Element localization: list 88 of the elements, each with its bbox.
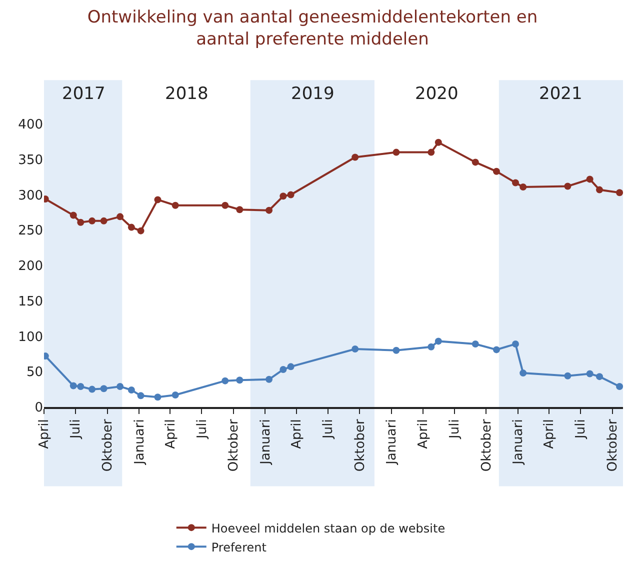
- point: [564, 372, 572, 380]
- point: [236, 376, 244, 384]
- point: [280, 366, 287, 373]
- x-tick-label: April: [37, 419, 52, 449]
- point: [616, 382, 623, 390]
- x-tick-label: April: [416, 419, 432, 449]
- x-tick-label: Oktober: [100, 418, 116, 472]
- point: [520, 183, 527, 190]
- legend-label: Preferent: [211, 540, 267, 554]
- point: [564, 182, 572, 190]
- x-tick-label: Juli: [321, 419, 336, 440]
- point: [596, 186, 603, 194]
- point: [70, 212, 77, 219]
- point: [616, 189, 623, 196]
- x-tick-label: Januari: [258, 419, 274, 466]
- chart-title: Ontwikkeling van aantal geneesmiddelentekorten en aantal preferente middelen: [87, 7, 538, 50]
- band-label: 2019: [291, 84, 334, 104]
- point: [88, 217, 96, 224]
- point: [472, 158, 479, 166]
- point: [70, 382, 77, 390]
- y-tick-label: 0: [34, 400, 43, 416]
- point: [222, 377, 229, 384]
- point: [154, 394, 162, 401]
- point: [392, 148, 400, 156]
- point: [586, 370, 594, 378]
- y-tick-label: 100: [18, 330, 43, 345]
- x-tick-label: Januari: [132, 419, 148, 466]
- point: [77, 382, 84, 390]
- point: [392, 346, 400, 354]
- x-tick-label: Januari: [384, 419, 400, 466]
- y-tick-label: 350: [18, 152, 43, 168]
- point: [222, 202, 229, 209]
- x-tick-label: Oktober: [606, 418, 621, 472]
- point: [154, 196, 162, 204]
- y-tick-label: 50: [26, 365, 43, 380]
- point: [100, 385, 108, 392]
- point: [266, 206, 273, 214]
- point: [77, 218, 84, 226]
- point: [352, 154, 359, 161]
- point: [172, 202, 179, 209]
- point: [520, 370, 527, 377]
- point: [137, 227, 144, 234]
- legend-label: Hoeveel middelen staan op de website: [211, 521, 446, 536]
- point: [280, 192, 287, 200]
- x-tick-label: Oktober: [226, 418, 242, 472]
- y-tick-label: 200: [18, 259, 43, 274]
- point: [428, 343, 435, 350]
- y-tick-label: 150: [18, 294, 43, 310]
- band-label: 2017: [62, 84, 106, 104]
- x-tick-label: Juli: [194, 419, 210, 440]
- text: 2018: [165, 84, 208, 104]
- point: [88, 386, 96, 393]
- point: [492, 346, 500, 354]
- point: [492, 168, 500, 175]
- x-tick-label: Juli: [68, 419, 84, 440]
- x-tick-label: April: [542, 419, 558, 449]
- point: [428, 148, 435, 156]
- point: [137, 392, 144, 400]
- text: 2020: [415, 84, 458, 104]
- band-label: 2021: [539, 84, 582, 104]
- x-tick-label: Juli: [574, 419, 589, 440]
- x-tick-label: Januari: [511, 419, 526, 466]
- point: [116, 382, 124, 390]
- point: [287, 363, 294, 370]
- y-tick-label: 250: [18, 224, 43, 239]
- point: [100, 217, 108, 224]
- x-tick-label: April: [290, 419, 305, 449]
- point: [512, 179, 519, 186]
- point: [434, 138, 442, 146]
- point: [352, 345, 359, 352]
- x-tick-label: Oktober: [479, 418, 494, 472]
- y-tick-label: 300: [18, 188, 43, 204]
- y-tick-label: 400: [18, 118, 43, 133]
- point: [116, 213, 124, 220]
- point: [236, 206, 244, 214]
- point: [512, 340, 519, 348]
- point: [128, 224, 135, 231]
- point: [128, 386, 135, 394]
- x-tick-label: Oktober: [352, 418, 368, 472]
- point: [434, 338, 442, 345]
- point: [287, 191, 294, 198]
- point: [172, 391, 179, 398]
- point: [266, 376, 273, 383]
- x-tick-label: Juli: [448, 419, 463, 440]
- x-tick-label: April: [163, 419, 178, 449]
- point: [596, 373, 603, 380]
- point: [586, 176, 594, 183]
- point: [472, 340, 479, 348]
